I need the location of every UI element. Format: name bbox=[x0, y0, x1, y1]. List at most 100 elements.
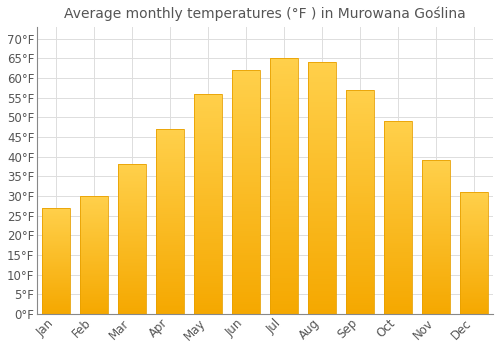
Bar bbox=[460, 242, 488, 243]
Bar bbox=[42, 296, 70, 297]
Bar bbox=[346, 305, 374, 307]
Bar bbox=[422, 206, 450, 208]
Bar bbox=[156, 295, 184, 297]
Bar bbox=[42, 243, 70, 244]
Bar bbox=[80, 299, 108, 300]
Bar bbox=[346, 121, 374, 123]
Bar bbox=[118, 276, 146, 278]
Bar bbox=[346, 267, 374, 269]
Bar bbox=[270, 232, 298, 234]
Bar bbox=[346, 209, 374, 211]
Bar bbox=[156, 275, 184, 277]
Bar bbox=[156, 222, 184, 223]
Bar bbox=[194, 155, 222, 158]
Bar bbox=[346, 161, 374, 164]
Bar bbox=[384, 241, 412, 243]
Bar bbox=[42, 285, 70, 286]
Bar bbox=[194, 276, 222, 279]
Bar bbox=[42, 300, 70, 301]
Bar bbox=[346, 211, 374, 213]
Bar bbox=[422, 168, 450, 170]
Bar bbox=[384, 198, 412, 200]
Bar bbox=[42, 303, 70, 304]
Bar bbox=[270, 263, 298, 265]
Bar bbox=[194, 96, 222, 98]
Bar bbox=[156, 151, 184, 153]
Bar bbox=[270, 58, 298, 61]
Bar bbox=[118, 193, 146, 194]
Bar bbox=[194, 107, 222, 109]
Bar bbox=[270, 271, 298, 273]
Bar bbox=[194, 254, 222, 257]
Bar bbox=[308, 304, 336, 306]
Bar bbox=[308, 271, 336, 274]
Bar bbox=[346, 258, 374, 260]
Bar bbox=[384, 158, 412, 160]
Bar bbox=[194, 226, 222, 228]
Bar bbox=[346, 242, 374, 244]
Bar bbox=[384, 217, 412, 219]
Bar bbox=[42, 293, 70, 294]
Bar bbox=[460, 229, 488, 230]
Bar bbox=[460, 238, 488, 239]
Bar bbox=[232, 80, 260, 82]
Bar bbox=[346, 303, 374, 305]
Bar bbox=[80, 196, 108, 197]
Bar bbox=[384, 279, 412, 281]
Bar bbox=[308, 274, 336, 276]
Bar bbox=[118, 206, 146, 208]
Bar bbox=[460, 225, 488, 226]
Bar bbox=[232, 180, 260, 182]
Bar bbox=[232, 70, 260, 314]
Bar bbox=[118, 179, 146, 181]
Bar bbox=[42, 254, 70, 256]
Bar bbox=[270, 224, 298, 227]
Bar bbox=[80, 214, 108, 215]
Bar bbox=[346, 309, 374, 312]
Bar bbox=[232, 270, 260, 272]
Bar bbox=[346, 99, 374, 101]
Bar bbox=[384, 166, 412, 167]
Bar bbox=[384, 302, 412, 304]
Bar bbox=[270, 122, 298, 125]
Bar bbox=[460, 300, 488, 302]
Bar bbox=[422, 183, 450, 185]
Bar bbox=[384, 231, 412, 233]
Bar bbox=[346, 256, 374, 258]
Bar bbox=[80, 251, 108, 252]
Bar bbox=[308, 160, 336, 163]
Bar bbox=[118, 224, 146, 226]
Bar bbox=[308, 175, 336, 178]
Bar bbox=[118, 288, 146, 290]
Bar bbox=[42, 273, 70, 274]
Bar bbox=[80, 288, 108, 289]
Bar bbox=[460, 262, 488, 264]
Bar bbox=[42, 238, 70, 239]
Bar bbox=[42, 289, 70, 290]
Bar bbox=[232, 197, 260, 199]
Bar bbox=[42, 305, 70, 306]
Bar bbox=[422, 246, 450, 248]
Bar bbox=[118, 196, 146, 197]
Bar bbox=[422, 210, 450, 211]
Bar bbox=[42, 261, 70, 262]
Bar bbox=[194, 94, 222, 96]
Bar bbox=[270, 222, 298, 224]
Bar bbox=[156, 284, 184, 286]
Bar bbox=[118, 169, 146, 170]
Bar bbox=[308, 246, 336, 248]
Bar bbox=[42, 274, 70, 276]
Title: Average monthly temperatures (°F ) in Murowana Goślina: Average monthly temperatures (°F ) in Mu… bbox=[64, 7, 466, 21]
Bar bbox=[80, 223, 108, 224]
Bar bbox=[422, 295, 450, 297]
Bar bbox=[384, 140, 412, 142]
Bar bbox=[194, 263, 222, 265]
Bar bbox=[308, 173, 336, 175]
Bar bbox=[346, 289, 374, 292]
Bar bbox=[422, 162, 450, 163]
Bar bbox=[42, 259, 70, 260]
Bar bbox=[308, 203, 336, 206]
Bar bbox=[384, 121, 412, 123]
Bar bbox=[346, 90, 374, 314]
Bar bbox=[346, 229, 374, 231]
